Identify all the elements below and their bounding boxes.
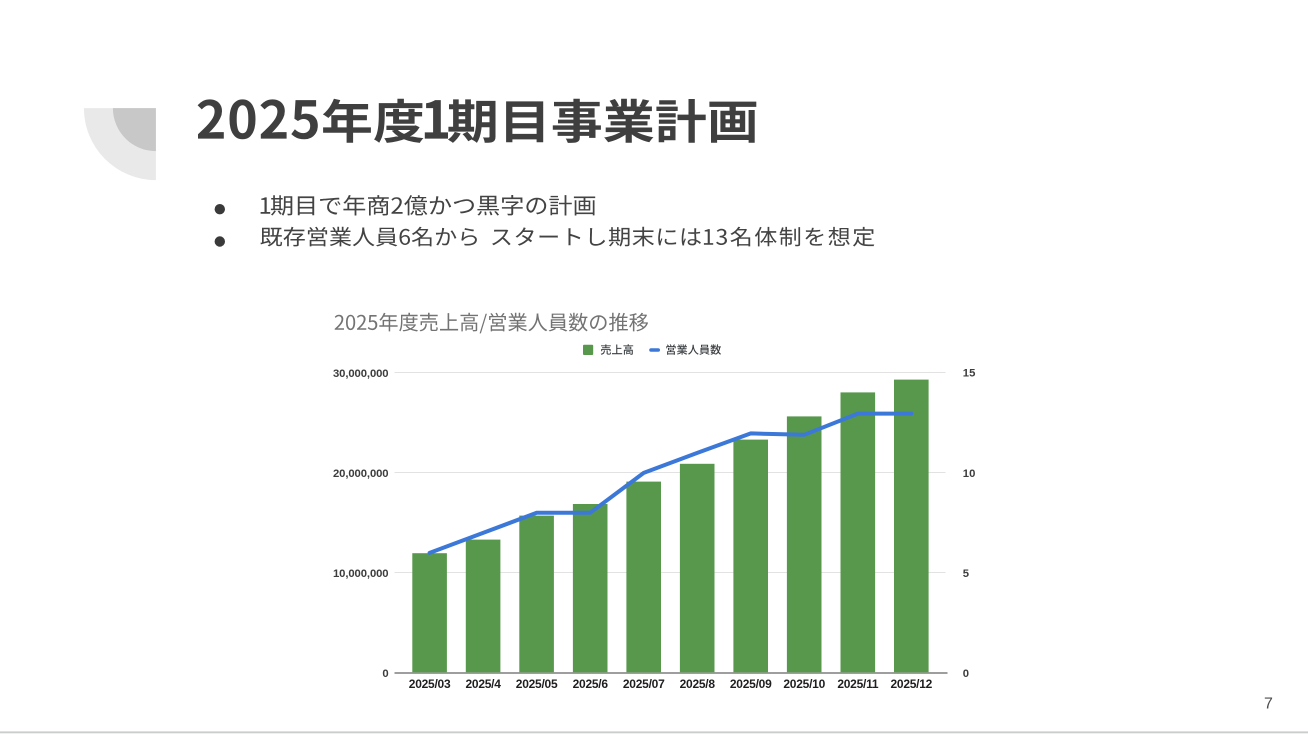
svg-text:2025/11: 2025/11 xyxy=(837,677,879,691)
svg-text:5: 5 xyxy=(963,568,969,580)
svg-text:2025/10: 2025/10 xyxy=(783,677,825,691)
svg-text:7: 7 xyxy=(1264,696,1273,713)
svg-text:15: 15 xyxy=(963,368,976,380)
svg-text:20,000,000: 20,000,000 xyxy=(333,468,389,480)
svg-text:2025/4: 2025/4 xyxy=(465,677,501,691)
svg-text:0: 0 xyxy=(382,668,388,680)
svg-text:2025/07: 2025/07 xyxy=(623,677,665,691)
svg-text:2025/09: 2025/09 xyxy=(730,677,772,691)
svg-text:2025/12: 2025/12 xyxy=(890,677,932,691)
svg-text:10,000,000: 10,000,000 xyxy=(333,568,389,580)
svg-text:2025/8: 2025/8 xyxy=(680,677,716,691)
svg-text:0: 0 xyxy=(963,668,969,680)
svg-text:30,000,000: 30,000,000 xyxy=(333,368,389,380)
svg-text:10: 10 xyxy=(963,468,976,480)
svg-text:2025/03: 2025/03 xyxy=(409,677,451,691)
svg-text:2025/6: 2025/6 xyxy=(573,677,609,691)
svg-text:2025/05: 2025/05 xyxy=(516,677,558,691)
